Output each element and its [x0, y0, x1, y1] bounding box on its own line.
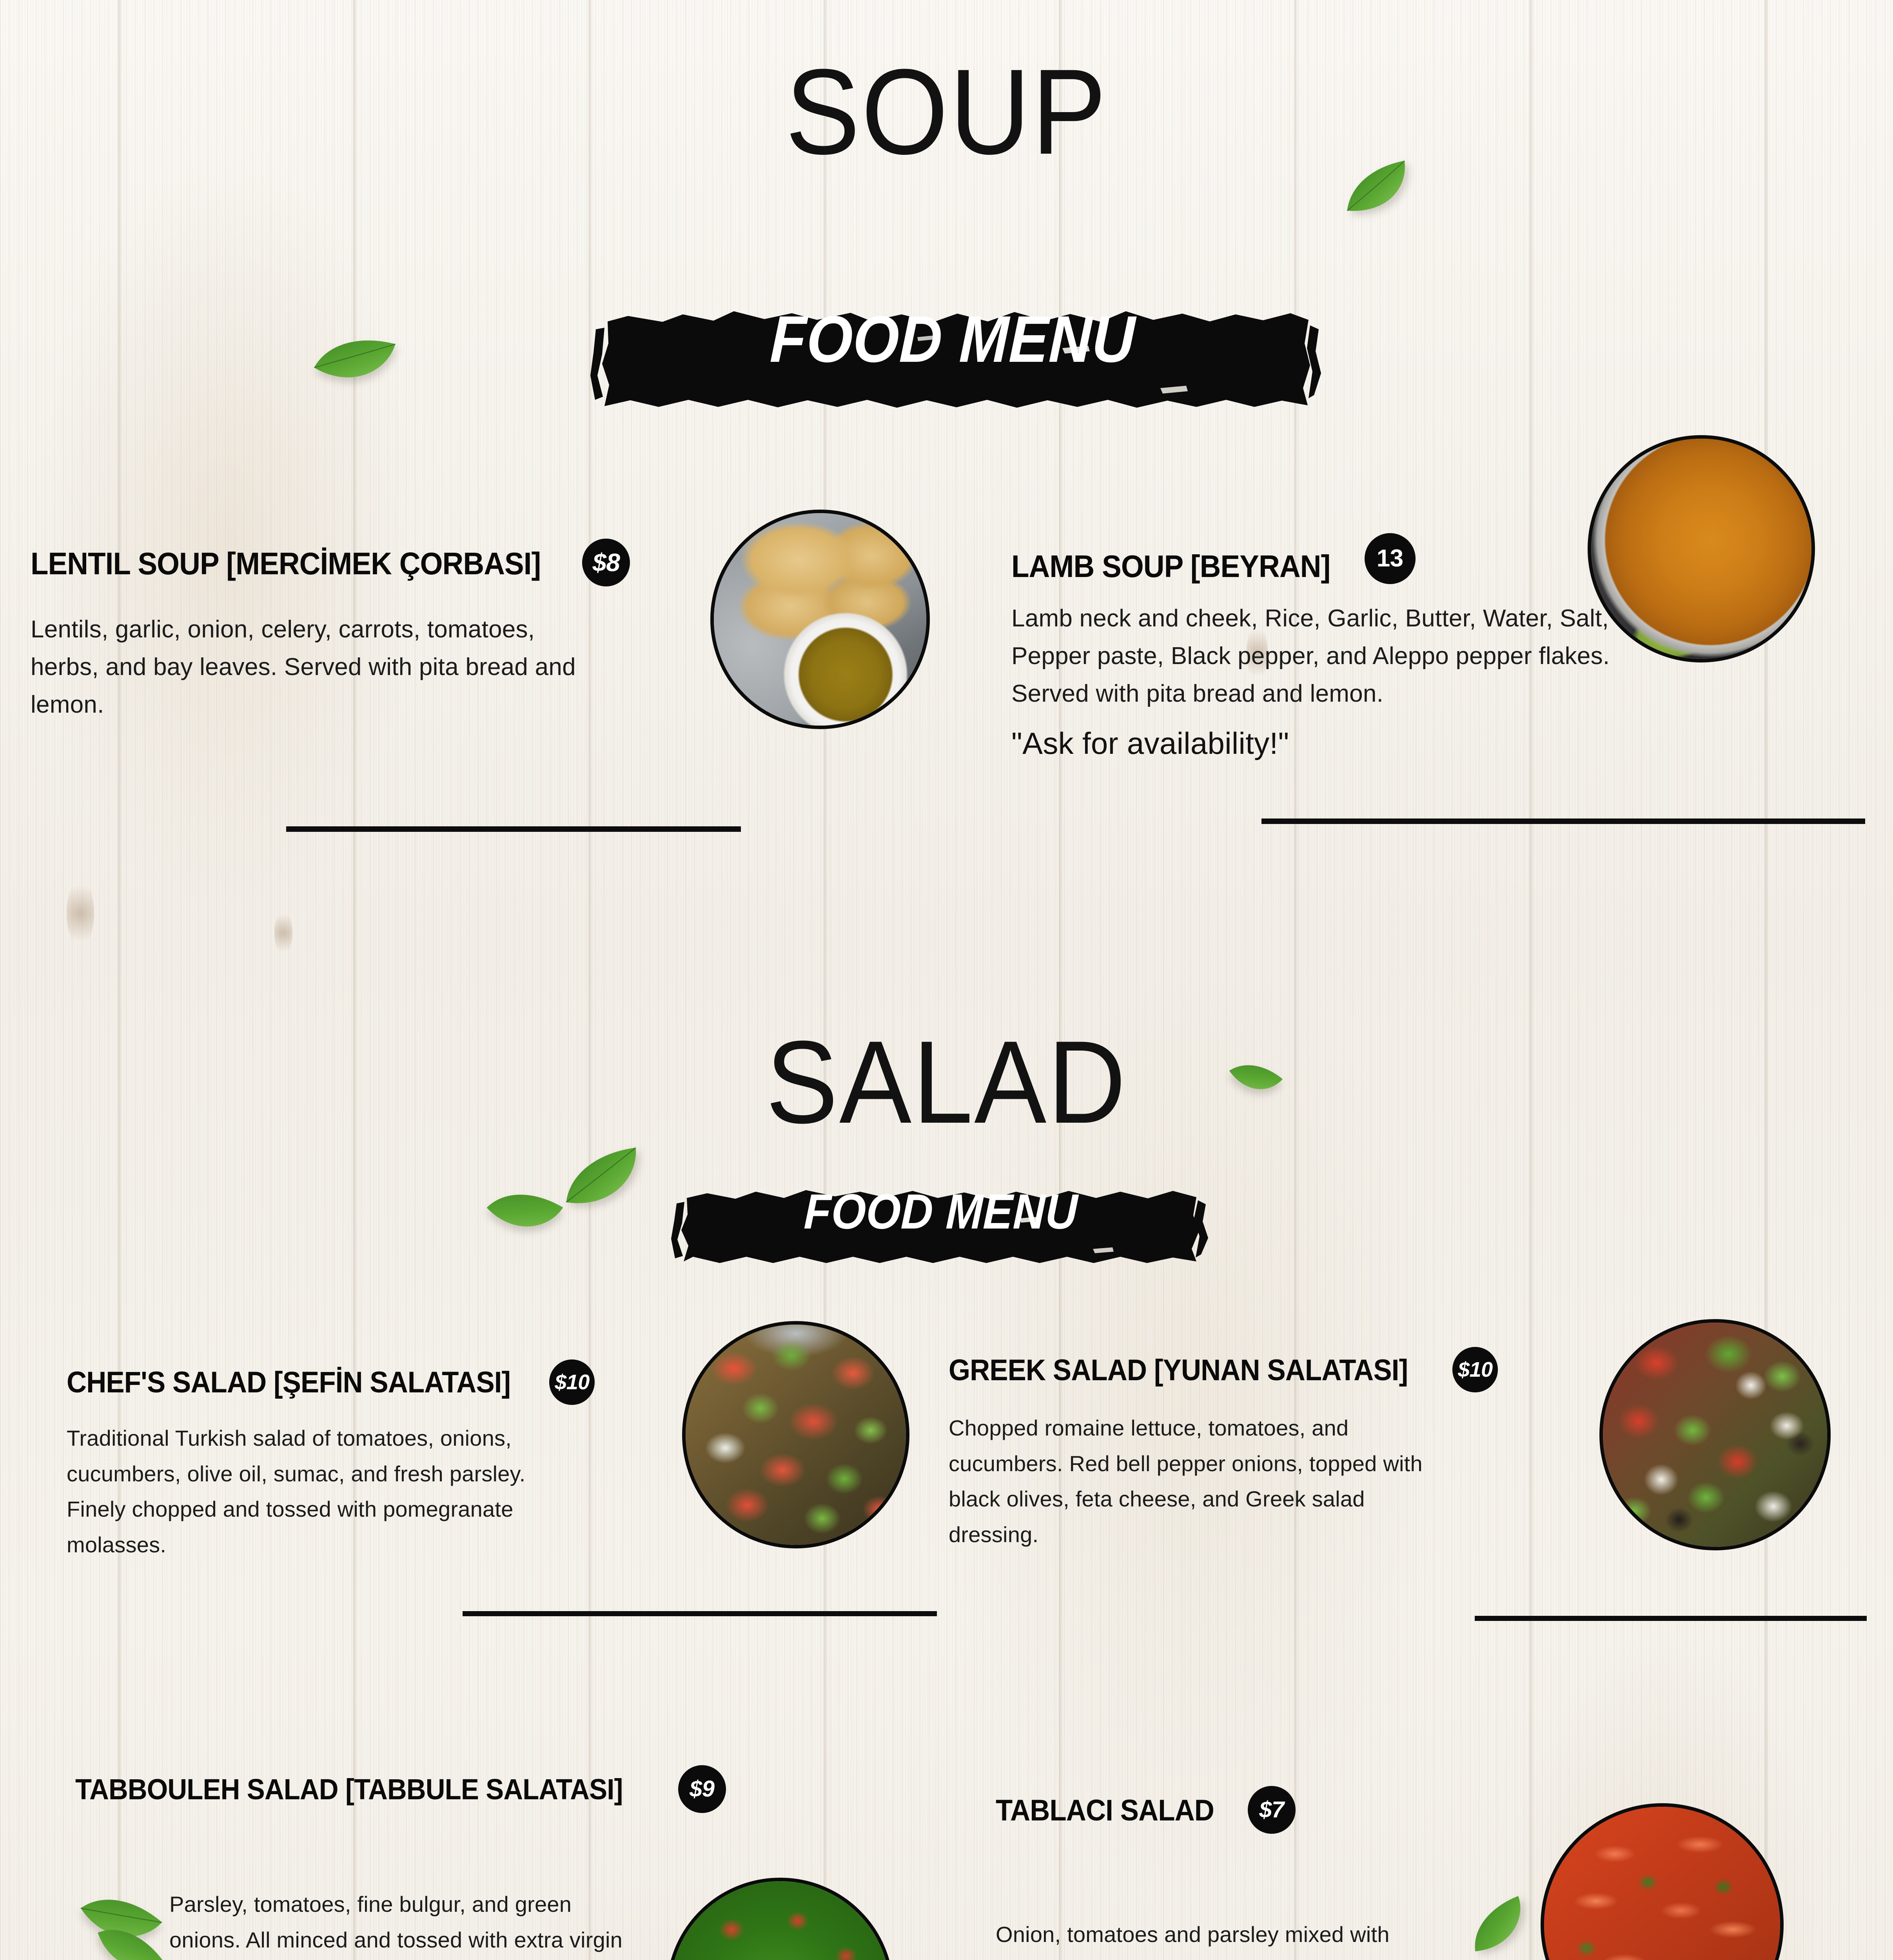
brush-stroke-shape	[590, 311, 1321, 408]
tabbouleh-salad-description: Parsley, tomatoes, fine bulgur, and gree…	[169, 1892, 623, 1952]
leaf-icon	[1459, 1892, 1540, 1960]
leaf-shape	[1347, 160, 1405, 211]
lamb-soup-description: Lamb neck and cheek, Rice, Garlic, Butte…	[1011, 605, 1610, 708]
greek-salad-description: Chopped romaine lettuce, tomatoes, and c…	[949, 1416, 1423, 1547]
greek-salad-name: GREEK SALAD [YUNAN SALATASI]	[949, 1354, 1408, 1387]
soup-divider-right	[1261, 818, 1865, 824]
menu-item-greek-salad: GREEK SALAD [YUNAN SALATASI] $10 Chopped…	[949, 1347, 1615, 1553]
lentil-soup-photo	[710, 510, 930, 729]
tabbouleh-salad-photo-image	[670, 1881, 890, 1960]
tablaci-salad-description: Onion, tomatoes and parsley mixed with t…	[996, 1922, 1390, 1960]
leaf-icon	[310, 328, 398, 397]
chefs-salad-photo-image	[686, 1325, 906, 1545]
lamb-soup-photo	[1588, 435, 1815, 662]
tablaci-salad-headline: TABLACI SALAD $7	[996, 1786, 1545, 1834]
menu-item-tablaci-salad: TABLACI SALAD $7 Onion, tomatoes and par…	[996, 1786, 1545, 1960]
lamb-soup-note: "Ask for availability!"	[1011, 726, 1289, 761]
wood-knot	[274, 909, 292, 956]
leaf-shape	[1229, 1065, 1283, 1089]
brush-stroke-shape	[671, 1190, 1208, 1263]
lamb-soup-headline: LAMB SOUP [BEYRAN] 13	[1011, 533, 1678, 584]
leaf-shape	[566, 1147, 636, 1203]
tablaci-salad-photo-image	[1544, 1807, 1780, 1960]
leaf-icon	[70, 1876, 165, 1960]
greek-salad-price-badge: $10	[1452, 1347, 1498, 1392]
lentil-soup-headline: LENTIL SOUP [MERCİMEK ÇORBASI] $8	[31, 539, 705, 586]
menu-item-tabbouleh-salad: TABBOULEH SALAD [TABBULE SALATASI] $9 Pa…	[75, 1765, 750, 1960]
soup-banner: FOOD MENU	[580, 270, 1325, 412]
soup-divider-left	[286, 826, 741, 832]
lentil-soup-photo-image	[714, 513, 926, 726]
greek-salad-photo	[1599, 1319, 1831, 1550]
chefs-salad-headline: CHEF'S SALAD [ŞEFİN SALATASI] $10	[67, 1359, 725, 1405]
leaf-icon	[85, 1909, 168, 1960]
salad-banner: FOOD MENU	[666, 1160, 1215, 1266]
leaf-icon	[479, 1175, 566, 1251]
leaf-shape	[98, 1930, 164, 1960]
tablaci-salad-photo	[1541, 1803, 1784, 1960]
menu-item-lamb-soup: LAMB SOUP [BEYRAN] 13 Lamb neck and chee…	[1011, 533, 1678, 763]
salad-divider-top-right	[1475, 1616, 1867, 1621]
wood-knot	[1247, 623, 1268, 682]
lamb-soup-photo-image	[1591, 439, 1811, 659]
chefs-salad-name: CHEF'S SALAD [ŞEFİN SALATASI]	[67, 1366, 511, 1399]
leaf-icon	[1220, 1047, 1287, 1111]
leaf-shape	[80, 1900, 162, 1936]
section-title-salad: SALAD	[766, 1016, 1127, 1148]
menu-item-lentil-soup: LENTIL SOUP [MERCİMEK ÇORBASI] $8 Lentil…	[31, 539, 705, 724]
chefs-salad-photo	[682, 1321, 909, 1548]
menu-item-chefs-salad: CHEF'S SALAD [ŞEFİN SALATASI] $10 Tradit…	[67, 1359, 725, 1563]
tabbouleh-salad-price-badge: $9	[678, 1765, 726, 1813]
lentil-soup-name: LENTIL SOUP [MERCİMEK ÇORBASI]	[31, 546, 541, 581]
tabbouleh-salad-name: TABBOULEH SALAD [TABBULE SALATASI]	[75, 1773, 623, 1806]
leaf-icon	[555, 1143, 651, 1221]
tablaci-salad-price-badge: $7	[1247, 1786, 1296, 1834]
tablaci-salad-name: TABLACI SALAD	[996, 1794, 1214, 1827]
section-title-soup: SOUP	[785, 44, 1108, 180]
greek-salad-headline: GREEK SALAD [YUNAN SALATASI] $10	[949, 1347, 1615, 1392]
salad-divider-top-left	[463, 1611, 937, 1616]
wood-knot	[67, 878, 94, 949]
tabbouleh-salad-headline: TABBOULEH SALAD [TABBULE SALATASI] $9	[75, 1765, 750, 1813]
lamb-soup-name: LAMB SOUP [BEYRAN]	[1011, 549, 1330, 584]
soup-banner-label: FOOD MENU	[769, 302, 1136, 376]
greek-salad-photo-image	[1603, 1323, 1827, 1547]
lentil-soup-price-badge: $8	[582, 539, 630, 586]
lentil-soup-description: Lentils, garlic, onion, celery, carrots,…	[31, 616, 576, 719]
salad-banner-label: FOOD MENU	[803, 1183, 1079, 1239]
leaf-icon	[1334, 154, 1422, 230]
leaf-shape	[1475, 1896, 1521, 1951]
chefs-salad-description: Traditional Turkish salad of tomatoes, o…	[67, 1426, 526, 1557]
chefs-salad-price-badge: $10	[549, 1359, 595, 1405]
leaf-shape	[486, 1194, 563, 1227]
tabbouleh-salad-photo	[666, 1878, 894, 1960]
leaf-shape	[314, 340, 396, 377]
lamb-soup-price-badge: 13	[1364, 533, 1416, 584]
